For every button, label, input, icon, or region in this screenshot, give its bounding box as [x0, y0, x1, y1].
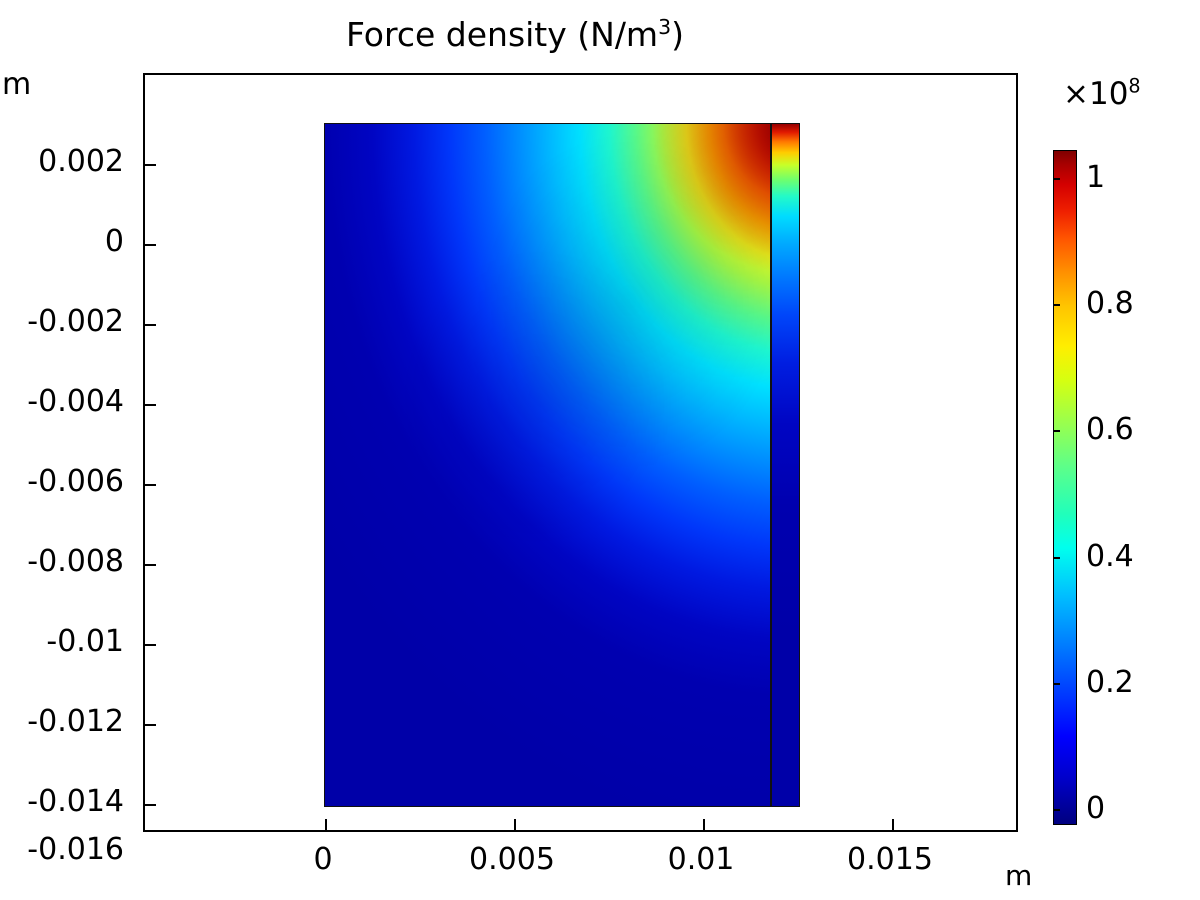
y-tick-mark: [145, 564, 156, 566]
colorbar-tick-label: 0: [1086, 791, 1106, 826]
y-tick-label-group: 0.002 0 -0.002 -0.004 -0.006 -0.008 -0.0…: [0, 0, 132, 900]
y-tick-label: -0.002: [27, 304, 124, 339]
colorbar-exponent-power: 8: [1128, 74, 1141, 98]
y-tick-mark: [145, 404, 156, 406]
y-tick-label: -0.012: [27, 704, 124, 739]
axes-frame: [143, 73, 1018, 832]
colorbar-tick-mark: [1053, 683, 1060, 685]
y-tick-label: -0.004: [27, 384, 124, 419]
colorbar-exponent-label: ×108: [1063, 74, 1141, 112]
y-tick-mark: [145, 484, 156, 486]
colorbar-tick-label: 0.4: [1086, 539, 1134, 574]
surface-peak-hotspot: [325, 124, 799, 806]
y-tick-label: -0.01: [46, 624, 124, 659]
x-axis-unit-label: m: [1005, 859, 1033, 892]
plot-title-base: Force density (N/m: [346, 15, 659, 54]
surface-right-strip: [772, 124, 799, 806]
plot-title-tail: ): [671, 15, 684, 54]
colorbar-tick-mark: [1053, 304, 1060, 306]
y-tick-mark: [145, 644, 156, 646]
y-tick-label: -0.006: [27, 464, 124, 499]
y-tick-mark: [145, 244, 156, 246]
y-tick-label: -0.014: [27, 784, 124, 819]
x-tick-label: 0.01: [667, 842, 735, 877]
y-axis-unit-label: m: [2, 67, 32, 102]
surface-plot-region: [324, 123, 800, 807]
x-tick-label: 0.005: [469, 842, 555, 877]
colorbar-tick-mark: [1053, 557, 1060, 559]
plot-title-exponent: 3: [658, 15, 672, 39]
x-tick-mark: [892, 819, 894, 830]
colorbar-tick-mark: [1053, 178, 1060, 180]
y-tick-mark: [145, 804, 156, 806]
x-tick-label: 0.015: [847, 842, 933, 877]
colorbar-exponent-base: ×10: [1063, 76, 1129, 112]
y-tick-mark: [145, 724, 156, 726]
colorbar-tick-label: 1: [1086, 160, 1106, 195]
plot-title: Force density (N/m3): [0, 16, 1030, 54]
y-tick-label: -0.016: [27, 832, 124, 867]
y-tick-mark: [145, 164, 156, 166]
x-tick-label: 0: [313, 842, 333, 877]
domain-boundary-line: [770, 124, 772, 806]
y-tick-mark: [145, 324, 156, 326]
colorbar-tick-label: 0.6: [1086, 412, 1134, 447]
y-tick-label: 0.002: [38, 144, 124, 179]
colorbar-tick-mark: [1053, 430, 1060, 432]
x-tick-mark: [325, 819, 327, 830]
y-tick-label: -0.008: [27, 544, 124, 579]
y-tick-label: 0: [104, 224, 124, 259]
x-tick-mark: [703, 819, 705, 830]
colorbar-tick-mark: [1053, 809, 1060, 811]
colorbar: [1053, 150, 1077, 825]
colorbar-tick-label: 0.2: [1086, 665, 1134, 700]
x-tick-mark: [514, 819, 516, 830]
colorbar-tick-label: 0.8: [1086, 286, 1134, 321]
